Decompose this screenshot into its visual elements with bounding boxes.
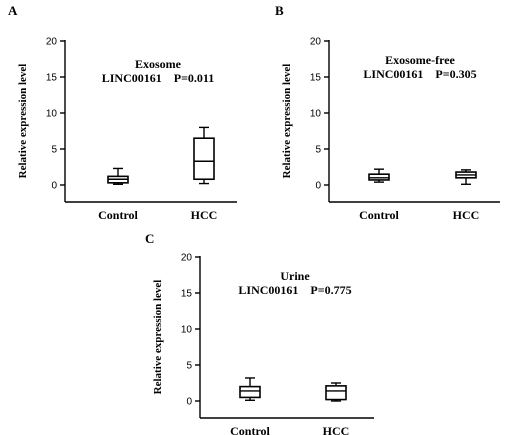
panel-letter: C <box>145 231 154 246</box>
y-tick-label: 15 <box>46 73 58 84</box>
y-tick-label: 0 <box>51 181 57 192</box>
chart-title-line1: Urine <box>280 269 310 283</box>
y-tick-label: 15 <box>310 73 322 84</box>
chart-title-line2: LINC00161 P=0.305 <box>363 67 476 81</box>
chart-title-line2: LINC00161 P=0.011 <box>102 71 215 85</box>
chart-title-line1: Exosome <box>135 57 182 71</box>
y-tick-label: 5 <box>186 361 192 372</box>
y-tick-label: 10 <box>181 325 193 336</box>
y-tick-label: 20 <box>46 37 58 48</box>
y-tick-label: 0 <box>186 397 192 408</box>
y-axis-label: Relative expression level <box>17 64 29 179</box>
y-tick-label: 10 <box>46 109 58 120</box>
box-control <box>239 385 261 399</box>
y-tick-label: 0 <box>315 181 321 192</box>
chart-panel-a: A 0 5 10 15 20 Relative expression level Exosom… <box>8 3 237 222</box>
chart-panel-c: C 0 5 10 15 20 Relative expression level UrineL… <box>145 231 374 435</box>
box-hcc <box>193 137 215 181</box>
y-tick-label: 5 <box>315 145 321 156</box>
y-axis-label: Relative expression level <box>152 280 164 395</box>
box-control <box>368 173 390 181</box>
y-tick-label: 10 <box>310 109 322 120</box>
panel-letter: A <box>8 3 18 18</box>
x-category-label: Control <box>230 424 270 435</box>
x-category-label: Control <box>98 208 138 222</box>
panel-letter: B <box>275 3 284 18</box>
x-category-label: HCC <box>323 424 350 435</box>
chart-title-line1: Exosome-free <box>385 53 455 67</box>
x-category-label: HCC <box>191 208 218 222</box>
y-tick-label: 20 <box>181 253 193 264</box>
x-category-label: Control <box>359 208 399 222</box>
y-tick-label: 5 <box>51 145 57 156</box>
chart-title-line2: LINC00161 P=0.775 <box>238 283 351 297</box>
y-tick-label: 15 <box>181 289 193 300</box>
box-hcc <box>325 385 347 401</box>
y-axis-label: Relative expression level <box>281 64 293 179</box>
y-tick-label: 20 <box>310 37 322 48</box>
chart-panel-b: B 0 5 10 15 20 Relative expression level Exosom… <box>275 3 500 222</box>
x-category-label: HCC <box>453 208 480 222</box>
